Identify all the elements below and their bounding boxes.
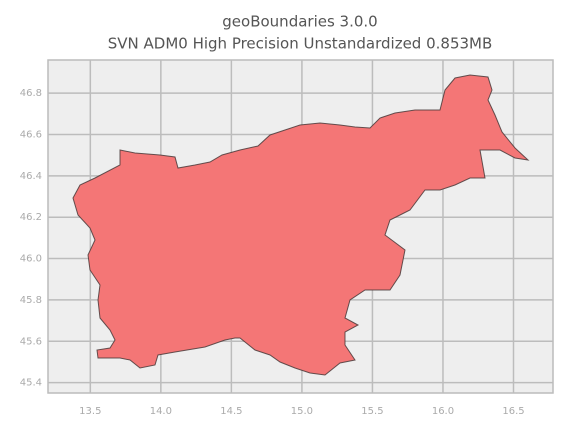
y-tick-label: 45.4 — [20, 378, 42, 389]
chart-title: geoBoundaries 3.0.0 — [222, 13, 377, 31]
chart-subtitle: SVN ADM0 High Precision Unstandardized 0… — [108, 35, 493, 53]
y-tick-label: 45.8 — [20, 295, 42, 306]
country-boundary — [72, 74, 530, 376]
x-tick-label: 15.5 — [361, 406, 383, 417]
y-tick-label: 46.4 — [20, 171, 42, 182]
y-tick-label: 46.0 — [20, 254, 42, 265]
x-tick-label: 16.0 — [432, 406, 454, 417]
x-tick-label: 14.0 — [150, 406, 172, 417]
y-tick-label: 46.2 — [20, 212, 42, 223]
x-tick-label: 16.5 — [502, 406, 524, 417]
x-tick-label: 14.5 — [220, 406, 242, 417]
y-tick-label: 46.8 — [20, 88, 42, 99]
y-tick-label: 46.6 — [20, 129, 42, 140]
y-tick-label: 45.6 — [20, 336, 42, 347]
x-tick-label: 15.0 — [291, 406, 313, 417]
x-tick-label: 13.5 — [79, 406, 101, 417]
